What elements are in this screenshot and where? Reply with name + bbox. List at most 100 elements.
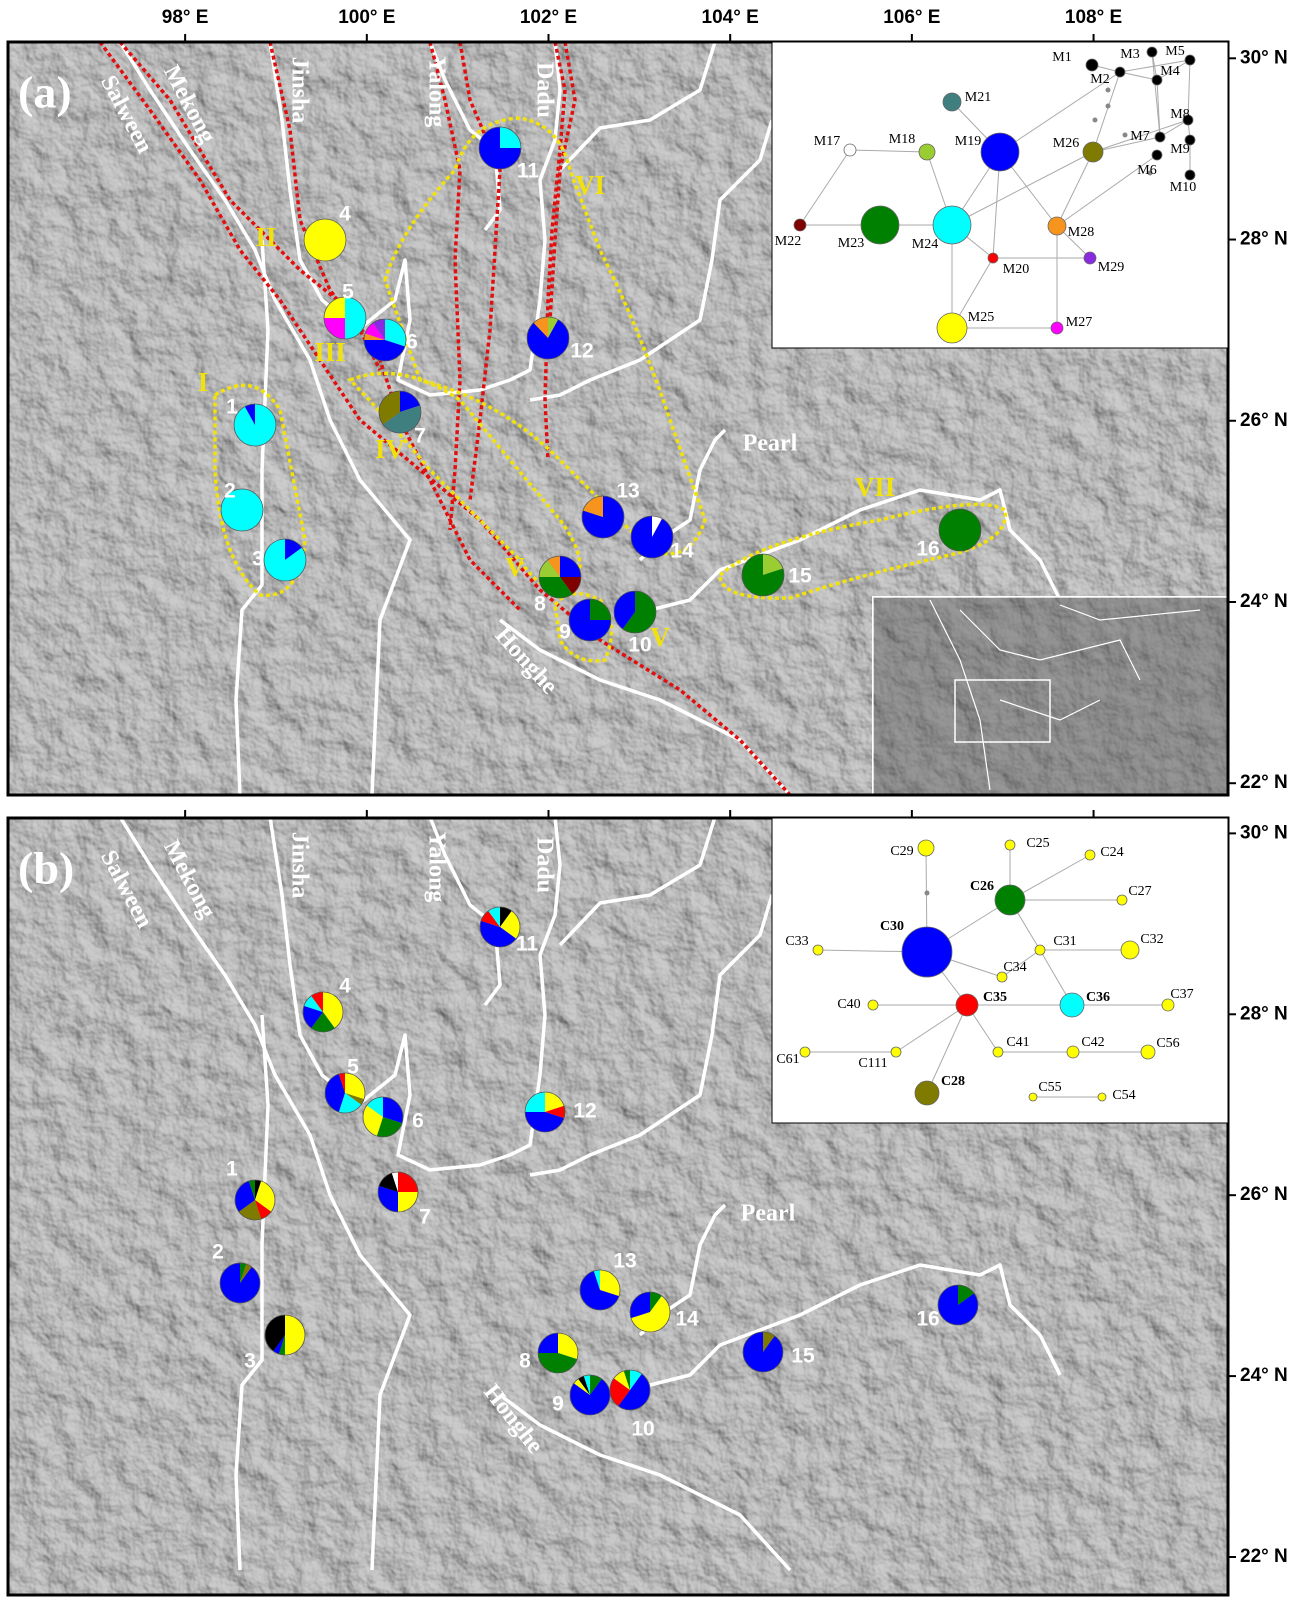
population-number: 9 [552,1393,564,1416]
river-name: Yalong [423,832,449,903]
haplotype-label: C55 [1038,1080,1061,1095]
haplotype-label: M6 [1137,163,1156,178]
haplotype-label: C36 [1086,990,1110,1005]
population-number: 8 [519,1350,531,1373]
y-tick-label: 22° N [1240,772,1288,793]
haplotype-label: C24 [1100,845,1123,860]
population-number: 11 [517,160,540,183]
population-number: 4 [339,975,351,998]
haplotype-label: C34 [1003,960,1026,975]
haplotype-node [1147,47,1157,57]
haplotype-label: M10 [1170,180,1196,195]
population-number: 4 [339,203,351,226]
haplotype-node [956,994,978,1016]
haplotype-label: C54 [1112,1088,1135,1103]
population-number: 3 [244,1350,256,1373]
population-number: 14 [675,1308,699,1331]
x-tick-label: 108° E [1065,7,1122,28]
population-number: 12 [570,340,593,363]
population-number: 13 [613,1250,636,1273]
panel-label: (b) [18,843,74,894]
x-tick-label: 102° E [520,7,577,28]
population-number: 8 [534,593,546,616]
haplotype-label: M5 [1165,44,1184,59]
haplotype-label: M4 [1160,64,1179,79]
y-tick-label: 26° N [1240,1184,1288,1205]
haplotype-label: C31 [1053,934,1076,949]
river-name: Yalong [423,57,449,128]
population-number: 7 [414,425,426,448]
haplotype-node [1083,142,1103,162]
region-label: IV [375,434,406,464]
haplotype-node [861,206,899,244]
haplotype-label: M21 [965,90,991,105]
panel-label: (a) [18,67,72,118]
river-name: Jinsha [286,57,312,124]
haplotype-label: C26 [970,879,994,894]
population-number: 10 [631,1418,654,1441]
y-tick-label: 24° N [1240,1365,1288,1386]
y-tick-label: 26° N [1240,410,1288,431]
haplotype-node [1029,1093,1037,1101]
haplotype-label: M17 [814,134,840,149]
haplotype-node [800,1047,810,1057]
y-tick-label: 24° N [1240,591,1288,612]
haplotype-label: C25 [1026,836,1049,851]
haplotype-label: M26 [1053,136,1079,151]
region-label: III [314,337,346,367]
river-name: Dadu [531,837,557,893]
population-number: 6 [412,1110,424,1133]
y-tick-label: 28° N [1240,229,1288,250]
haplotype-label: M7 [1130,129,1149,144]
haplotype-label: C111 [858,1056,887,1071]
haplotype-label: M2 [1090,72,1109,87]
haplotype-label: C37 [1170,987,1193,1002]
haplotype-node [902,927,952,977]
haplotype-label: M18 [889,132,915,147]
haplotype-node [794,219,806,231]
haplotype-node [1115,67,1125,77]
haplotype-label: C28 [941,1074,965,1089]
haplotype-node [918,840,934,856]
haplotype-node [1051,322,1063,334]
population-number: 11 [516,933,539,956]
haplotype-node [915,1081,939,1105]
haplotype-node [1185,170,1195,180]
population-number: 9 [559,621,571,644]
haplotype-node [1084,252,1096,264]
haplotype-label: M1 [1052,50,1071,65]
haplotype-node [1035,945,1045,955]
river-name: Jinsha [286,832,312,899]
haplotype-label: M27 [1066,315,1092,330]
haplotype-node [1067,1046,1079,1058]
haplotype-node [1155,132,1165,142]
haplotype-node [995,885,1025,915]
haplotype-label: M19 [955,134,981,149]
y-tick-label: 28° N [1240,1003,1288,1024]
haplotype-node [1121,941,1139,959]
haplotype-label: M8 [1170,107,1189,122]
population-number: 16 [916,1308,939,1331]
population-number: 14 [670,540,694,563]
median-vector [1106,104,1111,109]
haplotype-node [1152,150,1162,160]
x-tick-label: 100° E [338,7,395,28]
median-vector [925,891,930,896]
population-number: 5 [347,1056,359,1079]
population-number: 2 [212,1241,224,1264]
population-number: 2 [224,480,236,503]
median-vector [1123,133,1128,138]
haplotype-label: M3 [1120,47,1139,62]
y-tick-label: 30° N [1240,822,1288,843]
haplotype-node [937,313,967,343]
haplotype-node [1085,850,1095,860]
haplotype-label: C40 [837,997,860,1012]
haplotype-label: C27 [1128,884,1151,899]
haplotype-label: C56 [1156,1036,1179,1051]
haplotype-label: M28 [1068,225,1094,240]
river-name: Dadu [531,62,557,118]
haplotype-node [919,144,935,160]
river-name: Pearl [743,431,798,457]
network-inset [772,818,1228,1123]
river-name: Pearl [741,1201,796,1227]
